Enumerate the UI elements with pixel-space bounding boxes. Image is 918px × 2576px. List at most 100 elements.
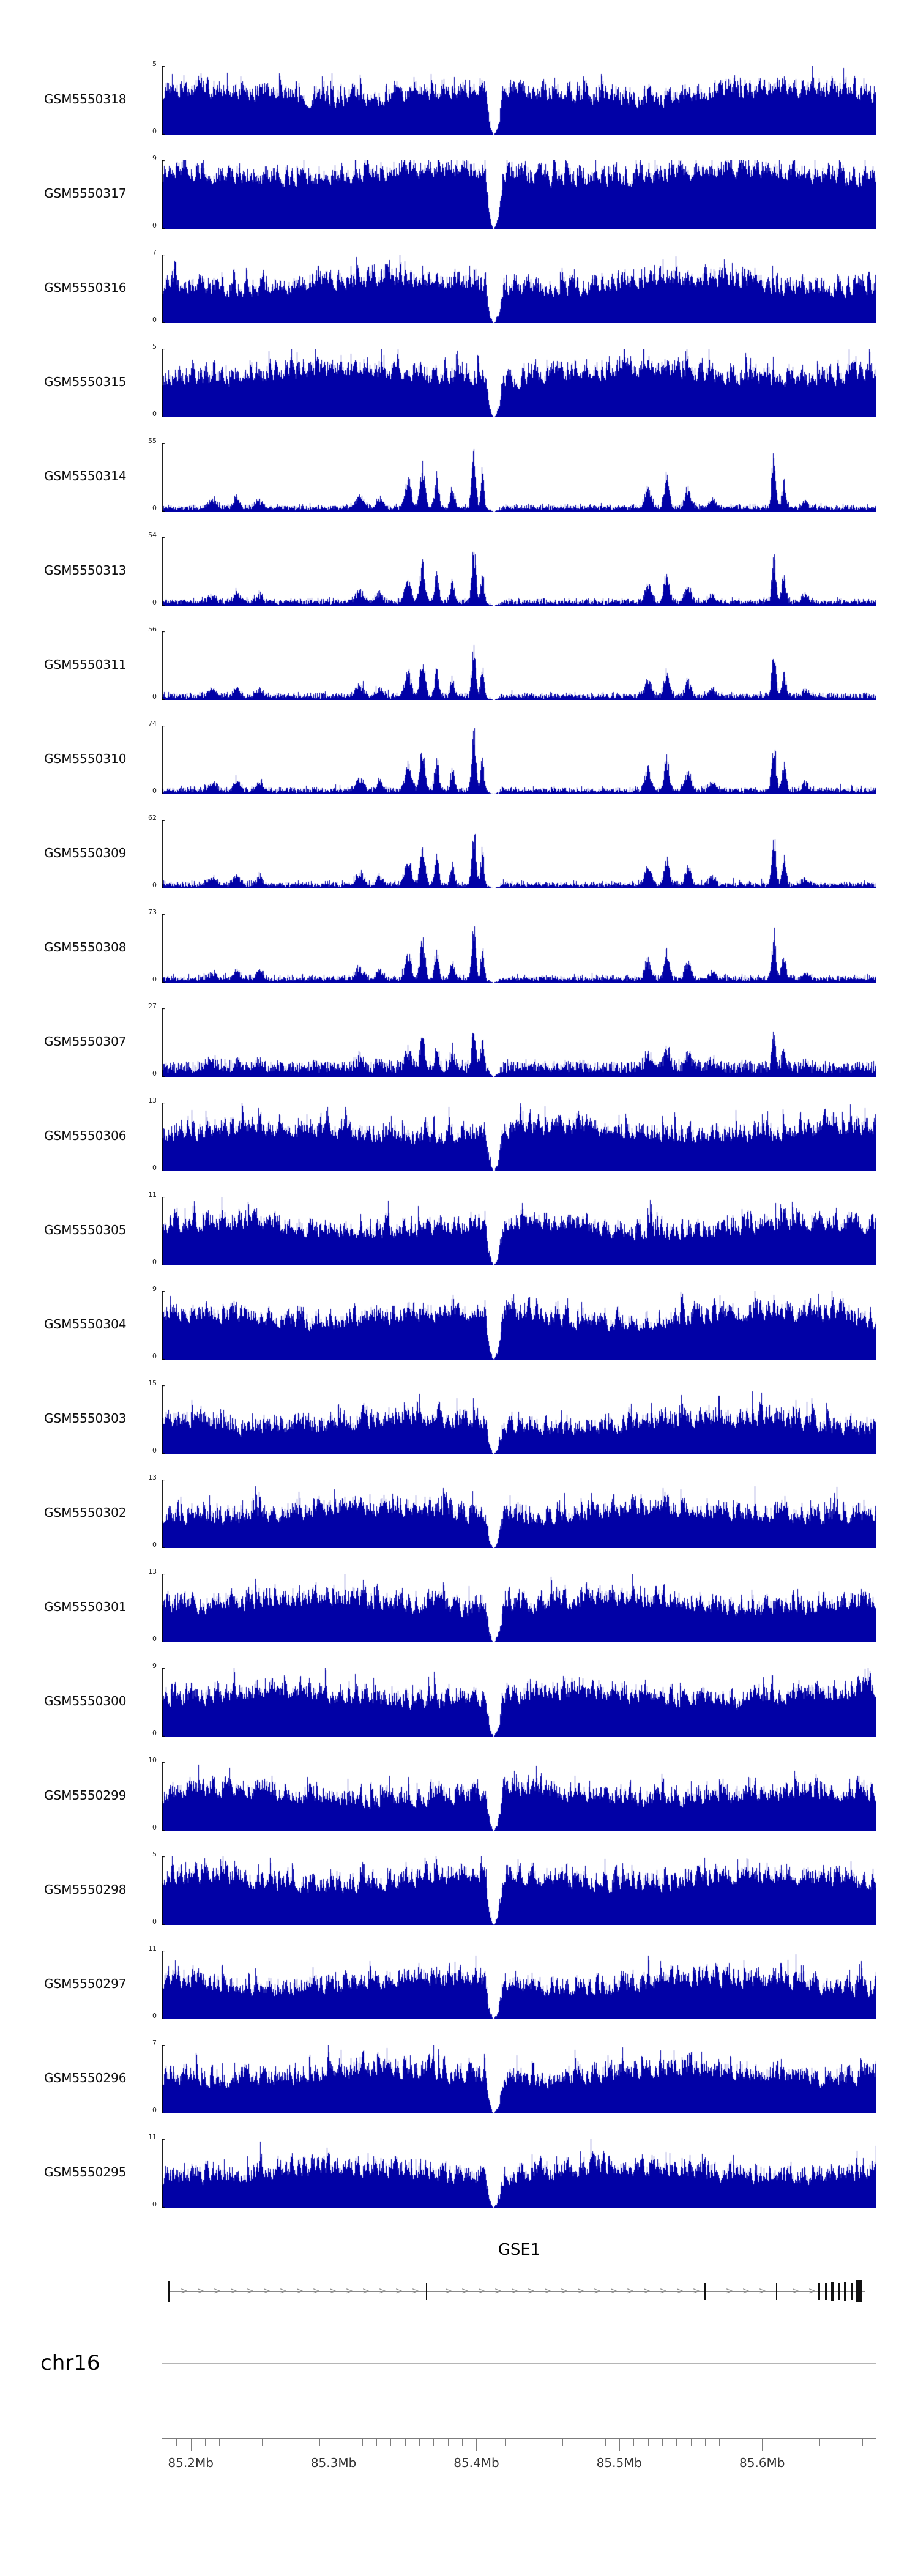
axis-minor-tick (505, 2438, 506, 2446)
track-label: GSM5550308 (44, 940, 127, 955)
track-row: GSM5550306 13 0 (0, 1092, 918, 1186)
track-label: GSM5550316 (44, 280, 127, 295)
y-axis-min-label: 0 (152, 1918, 157, 1926)
strand-arrow-icon: > (676, 2285, 684, 2296)
coverage-plot (162, 726, 876, 794)
track-row: GSM5550308 73 0 (0, 903, 918, 997)
coverage-plot (162, 349, 876, 417)
axis-major-tick (762, 2438, 763, 2451)
gene-exon (818, 2283, 821, 2300)
y-axis-min-label: 0 (152, 504, 157, 512)
track-label: GSM5550315 (44, 374, 127, 389)
axis-tick-label: 85.2Mb (168, 2455, 214, 2470)
strand-arrow-icon: > (180, 2285, 188, 2296)
y-axis-min-label: 0 (152, 693, 157, 701)
y-axis-max-label: 74 (148, 720, 157, 728)
strand-arrow-icon: > (196, 2285, 205, 2296)
axis-minor-tick (205, 2438, 206, 2446)
y-axis-min-label: 0 (152, 787, 157, 795)
axis-minor-tick (690, 2438, 692, 2446)
y-axis-min-label: 0 (152, 1164, 157, 1172)
axis-minor-tick (704, 2438, 706, 2446)
track-row: GSM5550303 15 0 (0, 1374, 918, 1469)
coverage-plot (162, 1951, 876, 2019)
track-row: GSM5550313 54 0 (0, 526, 918, 620)
y-axis-min-label: 0 (152, 1635, 157, 1643)
coverage-plot (162, 160, 876, 229)
track-label: GSM5550300 (44, 1694, 127, 1708)
coverage-plot (162, 1574, 876, 1642)
y-axis-max-label: 5 (152, 1850, 157, 1858)
y-axis-min-label: 0 (152, 316, 157, 324)
track-label: GSM5550307 (44, 1034, 127, 1049)
strand-arrow-icon: > (626, 2285, 635, 2296)
track-row: GSM5550295 11 0 (0, 2128, 918, 2222)
track-row: GSM5550302 13 0 (0, 1469, 918, 1563)
track-row: GSM5550298 5 0 (0, 1845, 918, 1940)
y-axis-min-label: 0 (152, 2200, 157, 2208)
y-axis-min-label: 0 (152, 598, 157, 606)
strand-arrow-icon: > (494, 2285, 502, 2296)
axis-minor-tick (362, 2438, 363, 2446)
y-axis-max-label: 9 (152, 1662, 157, 1670)
coverage-plot (162, 2139, 876, 2208)
track-label: GSM5550311 (44, 657, 127, 672)
y-axis-min-label: 0 (152, 1541, 157, 1549)
track-label: GSM5550314 (44, 469, 127, 483)
chromosome-row: chr16 (0, 2343, 918, 2392)
track-label: GSM5550302 (44, 1505, 127, 1520)
gene-exon (856, 2280, 863, 2302)
strand-arrow-icon: > (378, 2285, 387, 2296)
track-label: GSM5550317 (44, 186, 127, 201)
axis-minor-tick (390, 2438, 392, 2446)
strand-arrow-icon: > (560, 2285, 569, 2296)
gene-exon (843, 2282, 846, 2301)
y-axis-max-label: 7 (152, 2039, 157, 2047)
strand-arrow-icon: > (345, 2285, 354, 2296)
axis-tick-label: 85.6Mb (739, 2455, 785, 2470)
axis-tick-label: 85.4Mb (453, 2455, 499, 2470)
axis-tick-label: 85.3Mb (310, 2455, 357, 2470)
axis-major-tick (476, 2438, 477, 2451)
gene-model-track: > > > > > > > > > > > > > > > > > > > > > > > > > > > > > > > > > > > > (162, 2270, 876, 2313)
axis-minor-tick (647, 2438, 649, 2446)
coverage-plot (162, 1103, 876, 1171)
axis-major-tick (619, 2438, 620, 2451)
axis-minor-tick (819, 2438, 820, 2446)
y-axis-max-label: 55 (148, 437, 157, 445)
strand-arrow-icon: > (791, 2285, 800, 2296)
strand-arrow-icon: > (643, 2285, 651, 2296)
coverage-plot (162, 66, 876, 135)
strand-arrow-icon: > (742, 2285, 750, 2296)
strand-arrow-icon: > (263, 2285, 271, 2296)
gene-exon (425, 2283, 427, 2300)
gene-exon (775, 2283, 777, 2300)
axis-major-tick (190, 2438, 192, 2451)
strand-arrow-icon: > (510, 2285, 519, 2296)
strand-arrow-icon: > (461, 2285, 469, 2296)
track-label: GSM5550310 (44, 751, 127, 766)
y-axis-max-label: 11 (148, 1945, 157, 1952)
track-label: GSM5550299 (44, 1788, 127, 1803)
strand-arrow-icon: > (230, 2285, 238, 2296)
gene-exon (837, 2283, 840, 2300)
track-label: GSM5550305 (44, 1223, 127, 1237)
track-row: GSM5550299 10 0 (0, 1751, 918, 1845)
track-row: GSM5550315 5 0 (0, 338, 918, 432)
strand-arrow-icon: > (527, 2285, 536, 2296)
track-label: GSM5550296 (44, 2071, 127, 2085)
strand-arrow-icon: > (411, 2285, 420, 2296)
y-axis-max-label: 15 (148, 1379, 157, 1387)
strand-arrow-icon: > (213, 2285, 222, 2296)
y-axis-min-label: 0 (152, 410, 157, 418)
y-axis-min-label: 0 (152, 1729, 157, 1737)
track-row: GSM5550305 11 0 (0, 1186, 918, 1280)
track-label: GSM5550297 (44, 1976, 127, 1991)
y-axis-min-label: 0 (152, 1258, 157, 1266)
gene-body-line (169, 2291, 865, 2292)
axis-minor-tick (262, 2438, 263, 2446)
y-axis-min-label: 0 (152, 881, 157, 889)
axis-minor-tick (433, 2438, 435, 2446)
coverage-plot (162, 914, 876, 983)
gene-exon (830, 2282, 834, 2301)
